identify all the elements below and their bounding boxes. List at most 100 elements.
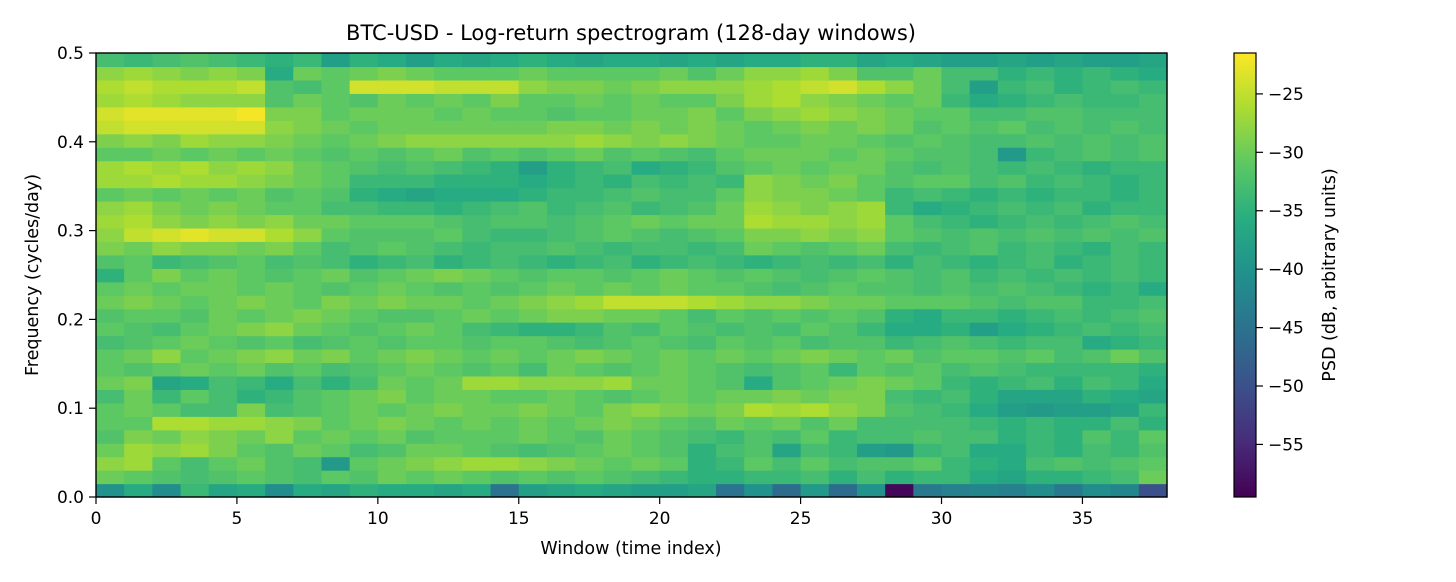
heatmap-cell	[124, 106, 153, 121]
heatmap-cell	[546, 66, 576, 81]
heatmap-cell	[434, 402, 463, 417]
heatmap-cell	[124, 120, 153, 135]
heatmap-cell	[885, 187, 914, 202]
heatmap-cell	[969, 201, 999, 216]
heatmap-cell	[828, 429, 858, 444]
heatmap-cell	[208, 375, 238, 390]
heatmap-cell	[462, 241, 492, 256]
heatmap-cell	[631, 254, 661, 269]
heatmap-cell	[518, 362, 548, 377]
heatmap-cell	[997, 174, 1027, 189]
heatmap-cell	[180, 268, 210, 283]
heatmap-cell	[631, 456, 661, 471]
heatmap-cell	[687, 133, 717, 148]
heatmap-cell	[856, 93, 886, 108]
heatmap-cell	[744, 443, 774, 458]
heatmap-cell	[1082, 335, 1112, 350]
heatmap-cell	[546, 349, 576, 364]
heatmap-cell	[349, 416, 379, 431]
heatmap-cell	[208, 66, 238, 81]
colorbar-tick-label: −30	[1268, 143, 1304, 163]
heatmap-cell	[1110, 375, 1140, 390]
heatmap-cell	[1026, 147, 1055, 162]
heatmap-cell	[800, 416, 830, 431]
heatmap-cell	[518, 308, 548, 323]
heatmap-cell	[124, 389, 153, 404]
heatmap-cell	[152, 362, 182, 377]
heatmap-cell	[659, 241, 689, 256]
heatmap-cell	[1138, 443, 1168, 458]
heatmap-cell	[856, 53, 886, 68]
heatmap-cell	[941, 308, 971, 323]
heatmap-cell	[349, 106, 379, 121]
heatmap-cell	[406, 66, 435, 81]
heatmap-cell	[575, 268, 604, 283]
heatmap-cell	[687, 443, 717, 458]
heatmap-cell	[772, 362, 802, 377]
heatmap-cell	[631, 106, 661, 121]
heatmap-cell	[124, 133, 153, 148]
heatmap-cell	[208, 187, 238, 202]
heatmap-cell	[434, 254, 463, 269]
heatmap-cell	[152, 308, 182, 323]
heatmap-cell	[434, 187, 463, 202]
heatmap-cell	[124, 295, 153, 310]
heatmap-cell	[321, 227, 351, 242]
heatmap-cell	[941, 268, 971, 283]
heatmap-cell	[659, 375, 689, 390]
heatmap-cell	[659, 308, 689, 323]
heatmap-cell	[856, 362, 886, 377]
heatmap-cell	[490, 93, 520, 108]
heatmap-cell	[124, 241, 153, 256]
heatmap-cell	[518, 375, 548, 390]
heatmap-cell	[377, 254, 407, 269]
heatmap-cell	[800, 456, 830, 471]
heatmap-cell	[800, 470, 830, 485]
heatmap-cell	[885, 133, 914, 148]
heatmap-cell	[687, 416, 717, 431]
heatmap-cell	[1110, 187, 1140, 202]
heatmap-cell	[687, 227, 717, 242]
heatmap-cell	[1110, 416, 1140, 431]
heatmap-cell	[856, 443, 886, 458]
heatmap-cell	[1138, 322, 1168, 337]
heatmap-cell	[490, 389, 520, 404]
heatmap-cell	[772, 241, 802, 256]
y-tick-label: 0.5	[57, 44, 84, 64]
heatmap-cell	[1138, 254, 1168, 269]
heatmap-cell	[124, 227, 153, 242]
heatmap-cell	[236, 470, 266, 485]
heatmap-cell	[321, 281, 351, 296]
heatmap-cell	[885, 66, 914, 81]
heatmap-cell	[828, 227, 858, 242]
heatmap-cell	[828, 362, 858, 377]
heatmap-cell	[941, 201, 971, 216]
heatmap-cell	[377, 335, 407, 350]
heatmap-cell	[997, 147, 1027, 162]
heatmap-cell	[856, 375, 886, 390]
heatmap-cell	[490, 402, 520, 417]
heatmap-cell	[913, 187, 943, 202]
heatmap-cell	[744, 106, 774, 121]
heatmap-cell	[828, 308, 858, 323]
heatmap-cell	[997, 375, 1027, 390]
heatmap-cell	[208, 93, 238, 108]
heatmap-cell	[1082, 120, 1112, 135]
heatmap-cell	[969, 443, 999, 458]
heatmap-cell	[124, 201, 153, 216]
heatmap-cell	[208, 241, 238, 256]
heatmap-cell	[546, 402, 576, 417]
heatmap-cell	[124, 214, 153, 229]
heatmap-cell	[885, 322, 914, 337]
heatmap-cell	[913, 308, 943, 323]
heatmap-cell	[800, 295, 830, 310]
heatmap-cell	[265, 254, 294, 269]
heatmap-cell	[406, 79, 435, 94]
x-tick-label: 30	[931, 509, 953, 529]
heatmap-cell	[236, 241, 266, 256]
heatmap-cell	[1054, 160, 1084, 175]
heatmap-cell	[913, 160, 943, 175]
heatmap-cell	[716, 281, 745, 296]
heatmap-cell	[1138, 470, 1168, 485]
heatmap-cell	[434, 362, 463, 377]
